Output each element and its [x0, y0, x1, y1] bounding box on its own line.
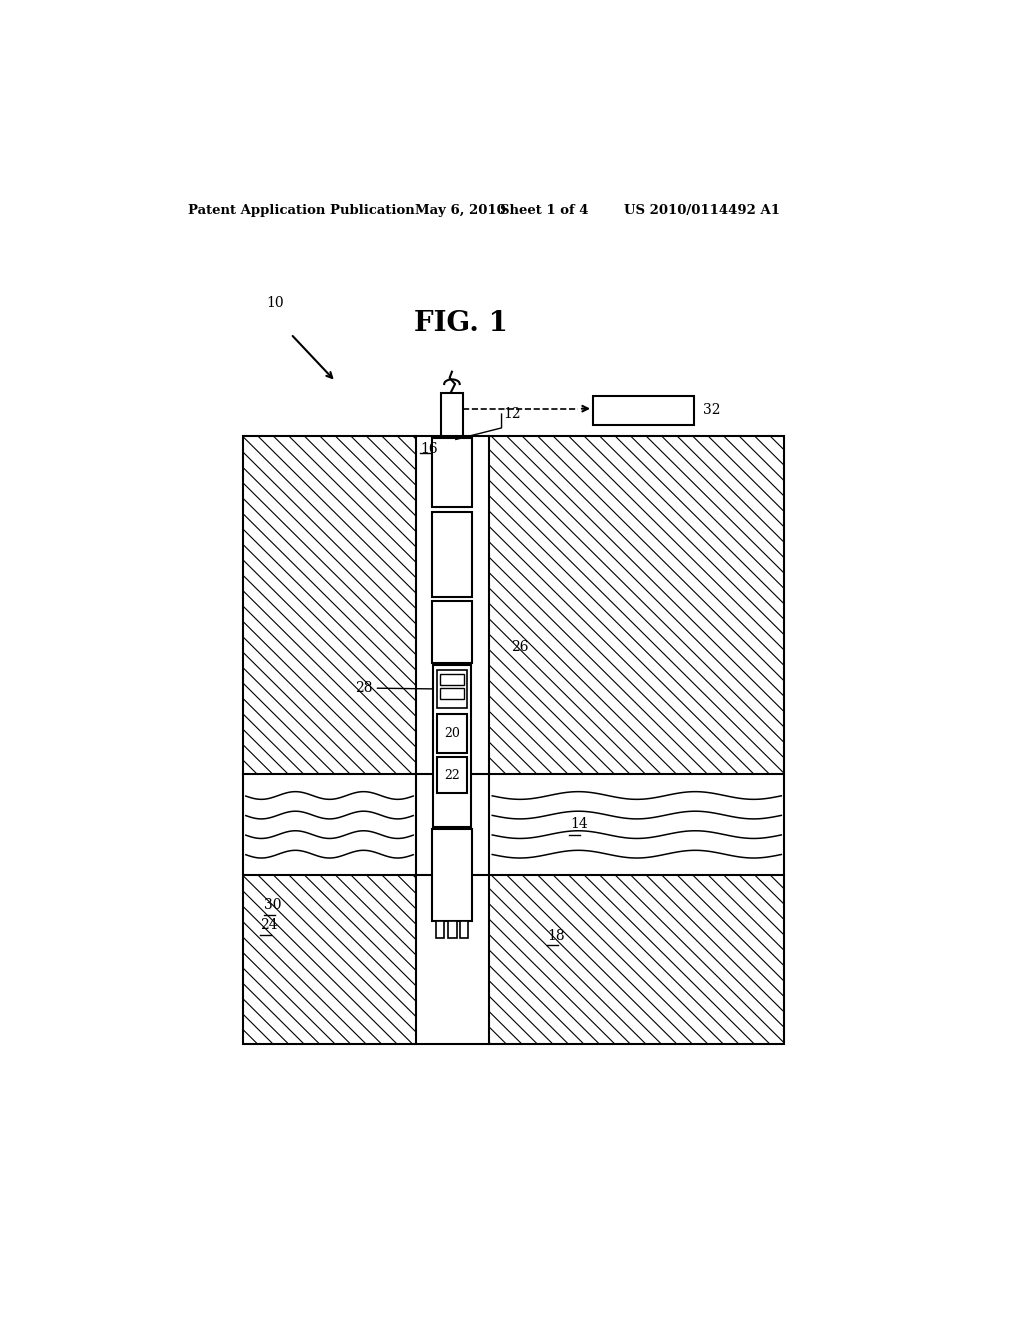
- Text: 18: 18: [547, 929, 565, 942]
- Bar: [440, 675, 464, 685]
- Text: 10: 10: [266, 296, 284, 310]
- Text: 30: 30: [264, 899, 282, 912]
- Text: 22: 22: [444, 768, 460, 781]
- Bar: [432, 829, 472, 921]
- Bar: [437, 758, 467, 793]
- Text: 26: 26: [511, 640, 528, 655]
- Text: 32: 32: [703, 403, 721, 417]
- Text: 12: 12: [503, 407, 521, 421]
- Bar: [437, 669, 467, 708]
- Bar: [449, 921, 457, 939]
- Bar: [440, 688, 464, 700]
- Bar: [437, 714, 467, 752]
- Bar: [433, 665, 471, 826]
- Text: 24: 24: [260, 917, 278, 932]
- Text: FIG. 1: FIG. 1: [415, 310, 508, 338]
- Text: 16: 16: [420, 442, 438, 455]
- Bar: [432, 512, 472, 597]
- Bar: [432, 438, 472, 507]
- Text: 28: 28: [355, 681, 373, 696]
- Bar: [435, 921, 444, 939]
- Bar: [441, 393, 463, 436]
- Text: Patent Application Publication: Patent Application Publication: [188, 205, 415, 218]
- Text: May 6, 2010: May 6, 2010: [415, 205, 506, 218]
- Text: US 2010/0114492 A1: US 2010/0114492 A1: [624, 205, 780, 218]
- Bar: [432, 601, 472, 663]
- Bar: [460, 921, 468, 939]
- Text: 14: 14: [570, 817, 588, 832]
- Text: Sheet 1 of 4: Sheet 1 of 4: [500, 205, 589, 218]
- Bar: [243, 436, 783, 1044]
- Bar: [593, 396, 693, 425]
- Text: 20: 20: [444, 727, 460, 741]
